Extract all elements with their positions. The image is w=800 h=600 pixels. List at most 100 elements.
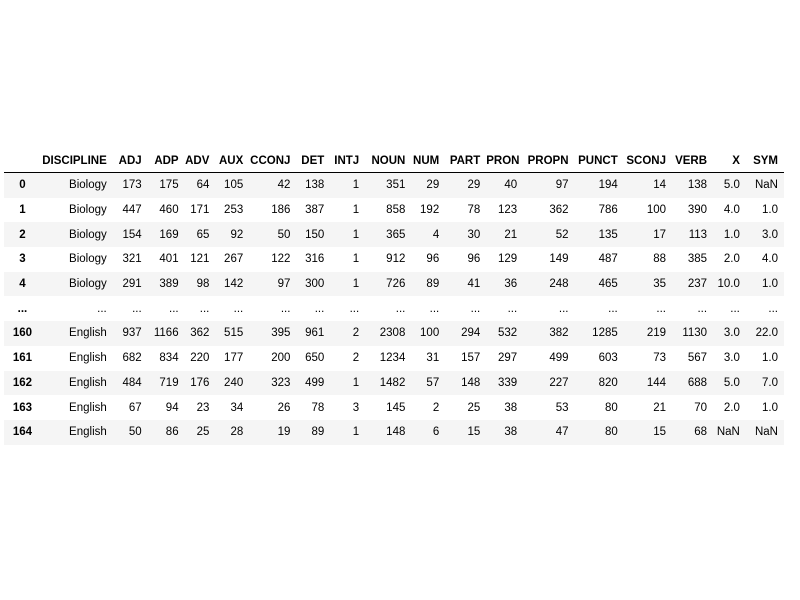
table-cell: 50 <box>128 426 142 439</box>
table-cell: 154 <box>122 228 142 241</box>
column-header-x: X <box>713 150 746 173</box>
table-cell: 6 <box>432 426 440 439</box>
table-cell: 3.0 <box>762 228 778 241</box>
table-cell: 96 <box>426 253 440 266</box>
column-header-sconj: SCONJ <box>623 150 672 173</box>
table-cell: 53 <box>555 401 569 414</box>
table-cell: 148 <box>386 426 406 439</box>
column-header-det: DET <box>296 150 331 173</box>
row-index: 163 <box>12 401 33 414</box>
table-cell: 5.0 <box>723 376 740 389</box>
table-row: ........................................… <box>4 296 784 322</box>
table-cell: 297 <box>498 352 518 365</box>
table-cell: 912 <box>386 253 406 266</box>
table-cell: 1 <box>352 376 360 389</box>
table-cell: 248 <box>549 278 569 291</box>
table-cell: 200 <box>271 352 291 365</box>
column-header-part: PART <box>445 150 487 173</box>
table-cell: 387 <box>305 204 325 217</box>
table-cell: 22.0 <box>755 327 778 340</box>
column-header-adp: ADP <box>147 150 185 173</box>
index-header <box>4 150 41 173</box>
table-row: 162 English 484 719 176 240 323 499 1 1482 57 148 33… <box>4 370 784 396</box>
table-cell: 42 <box>277 179 291 192</box>
table-cell: 36 <box>504 278 518 291</box>
table-cell: ... <box>199 302 210 315</box>
table-cell: ... <box>280 302 291 315</box>
table-cell: 142 <box>224 278 244 291</box>
column-header-adj: ADJ <box>112 150 148 173</box>
table-row: 4 Biology 291 389 98 142 97 300 1 726 89 41 36 248 465… <box>4 271 784 297</box>
table-cell: 323 <box>271 376 291 389</box>
table-cell: 460 <box>159 204 179 217</box>
table-cell: 47 <box>555 426 569 439</box>
table-cell: 65 <box>196 228 210 241</box>
table-cell: 291 <box>122 278 142 291</box>
table-cell: 390 <box>687 204 708 217</box>
table-cell: 15 <box>653 426 666 439</box>
table-cell: English <box>69 352 107 365</box>
column-header-num: NUM <box>411 150 446 173</box>
row-index: 0 <box>19 179 26 192</box>
table-cell: 487 <box>598 253 618 266</box>
table-cell: 351 <box>386 179 406 192</box>
table-cell: 34 <box>230 401 244 414</box>
table-cell: 2.0 <box>723 401 740 414</box>
table-cell: 1.0 <box>762 204 778 217</box>
table-cell: 10.0 <box>717 278 740 291</box>
table-cell: 321 <box>122 253 142 266</box>
table-cell: 64 <box>196 179 210 192</box>
dataframe-table: DISCIPLINE ADJ ADP ADV AUX CCONJ DET INTJ NOUN NU… <box>4 150 784 445</box>
table-cell: 177 <box>224 352 244 365</box>
table-cell: 100 <box>646 204 666 217</box>
table-cell: 28 <box>230 426 244 439</box>
table-cell: 2 <box>432 401 440 414</box>
table-cell: Biology <box>69 228 107 241</box>
table-cell: 194 <box>598 179 618 192</box>
table-cell: 135 <box>598 228 618 241</box>
table-cell: 96 <box>467 253 481 266</box>
row-index: 162 <box>12 376 33 389</box>
table-cell: 88 <box>653 253 666 266</box>
table-cell: 15 <box>467 426 481 439</box>
table-cell: 682 <box>122 352 142 365</box>
table-cell: 1.0 <box>723 228 740 241</box>
table-cell: ... <box>314 302 325 315</box>
table-cell: 1 <box>352 204 360 217</box>
table-cell: 68 <box>694 426 708 439</box>
table-cell: 858 <box>386 204 406 217</box>
table-cell: 834 <box>159 352 179 365</box>
table-cell: 186 <box>271 204 291 217</box>
table-cell: 220 <box>190 352 210 365</box>
table-cell: Biology <box>69 278 107 291</box>
table-cell: 1 <box>352 253 360 266</box>
table-cell: 465 <box>598 278 618 291</box>
table-cell: 169 <box>159 228 179 241</box>
table-cell: ... <box>429 302 440 315</box>
table-cell: ... <box>768 302 778 315</box>
table-cell: 1 <box>352 426 360 439</box>
table-row: 164 English 50 86 25 28 19 89 1 148 6 15 38 47 80 15 68 N… <box>4 419 784 445</box>
column-header-adv: ADV <box>184 150 216 173</box>
row-index: 160 <box>12 327 33 340</box>
table-cell: 532 <box>498 327 518 340</box>
column-header-punct: PUNCT <box>574 150 624 173</box>
table-cell: English <box>69 327 107 340</box>
table-cell: 7.0 <box>762 376 778 389</box>
header-row: DISCIPLINE ADJ ADP ADV AUX CCONJ DET INTJ NOUN NU… <box>4 150 784 173</box>
table-cell: 94 <box>165 401 179 414</box>
table-cell: ... <box>233 302 244 315</box>
column-header-propn: PROPN <box>523 150 575 173</box>
row-index: 3 <box>19 253 26 266</box>
table-cell: 726 <box>386 278 406 291</box>
table-cell: 40 <box>504 179 518 192</box>
table-cell: 23 <box>196 401 210 414</box>
table-cell: 26 <box>277 401 291 414</box>
column-header-noun: NOUN <box>365 150 412 173</box>
table-cell: 138 <box>687 179 708 192</box>
table-cell: 719 <box>159 376 179 389</box>
table-cell: 14 <box>653 179 666 192</box>
row-index: ... <box>17 302 28 315</box>
table-cell: 688 <box>687 376 708 389</box>
table-cell: 1482 <box>379 376 406 389</box>
